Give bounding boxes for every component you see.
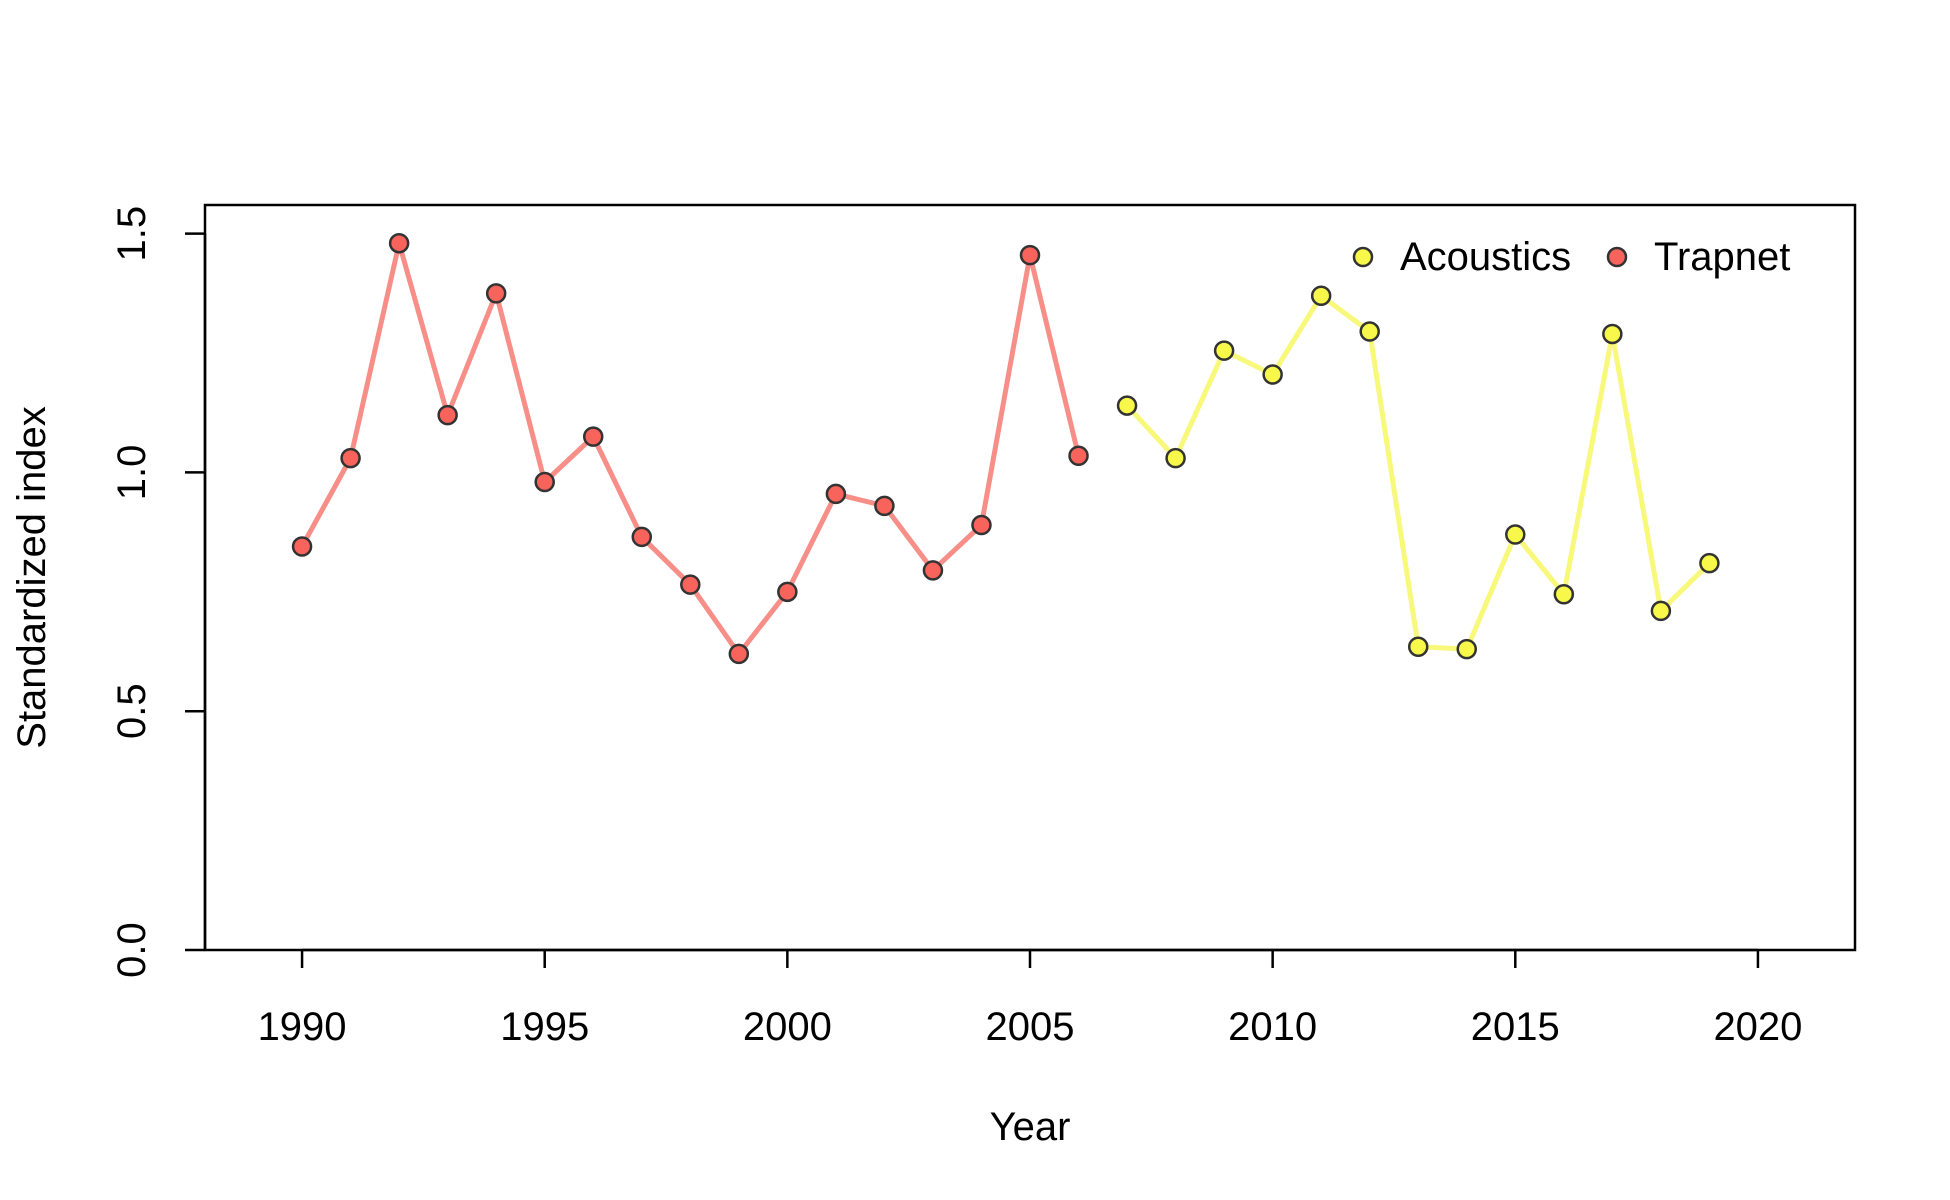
axes: 1990 1995 2000 2005 2010 2015 2020 0.0 0.5 1.0 1.5 — [110, 203, 1857, 1049]
data-point — [971, 514, 992, 536]
data-point — [1310, 285, 1332, 306]
data-point — [291, 536, 313, 557]
data-point — [437, 404, 458, 426]
legend-marker — [1606, 246, 1628, 268]
plot-frame — [203, 203, 1857, 952]
legend-item: Acoustics — [1352, 235, 1571, 279]
y-tick-label: 1.5 — [110, 206, 154, 262]
series-layer — [291, 232, 1720, 665]
legend-label: Acoustics — [1400, 235, 1571, 279]
data-point — [1116, 395, 1138, 416]
y-tick-label: 0.0 — [110, 922, 154, 978]
data-point — [631, 526, 653, 548]
data-point — [1165, 447, 1186, 469]
data-point — [534, 471, 555, 493]
data-point — [777, 581, 798, 603]
data-point — [825, 483, 847, 505]
x-axis-title: Year — [990, 1105, 1071, 1149]
legend-item: Trapnet — [1606, 235, 1790, 279]
data-point — [1407, 636, 1429, 657]
data-point — [922, 560, 944, 581]
x-tick-label: 1990 — [258, 1005, 347, 1049]
data-point — [1699, 552, 1720, 574]
data-point — [1262, 364, 1283, 385]
x-tick-label: 1995 — [500, 1005, 589, 1049]
data-point — [1068, 445, 1089, 466]
data-point — [485, 283, 507, 304]
data-point — [1505, 524, 1526, 545]
series-trapnet — [291, 232, 1089, 665]
data-point — [1019, 244, 1041, 266]
x-tick-label: 2005 — [986, 1005, 1075, 1049]
x-tick-label: 2010 — [1228, 1005, 1317, 1049]
x-tick-label: 2015 — [1471, 1005, 1560, 1049]
legend-label: Trapnet — [1654, 235, 1790, 279]
data-point — [874, 495, 895, 517]
series-acoustics — [1116, 285, 1720, 660]
data-point — [340, 447, 361, 469]
data-point — [1213, 340, 1235, 361]
data-point — [1553, 583, 1575, 605]
data-point — [1359, 321, 1380, 342]
x-tick-label: 2000 — [743, 1005, 832, 1049]
y-tick-label: 1.0 — [110, 445, 154, 501]
x-tick-label: 2020 — [1713, 1005, 1802, 1049]
y-tick-label: 0.5 — [110, 683, 154, 739]
legend-marker — [1352, 246, 1374, 268]
data-point — [680, 574, 701, 595]
data-point — [1602, 323, 1623, 345]
data-point — [388, 232, 410, 254]
y-axis-title: Standardized index — [10, 406, 54, 748]
data-point — [1650, 600, 1672, 622]
legend: Acoustics Trapnet — [1352, 235, 1790, 279]
data-point — [1456, 638, 1478, 660]
data-point — [582, 426, 604, 447]
data-point — [728, 643, 750, 665]
